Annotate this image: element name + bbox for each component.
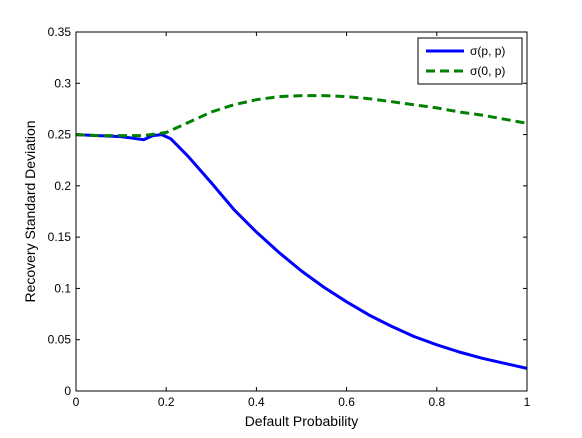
y-tick-label: 0.1	[54, 281, 71, 295]
x-tick-label: 0.2	[158, 395, 175, 409]
x-tick-label: 0	[73, 395, 80, 409]
plot-area-frame	[75, 31, 528, 392]
y-tick-label: 0.35	[48, 25, 72, 39]
y-tick-label: 0.2	[54, 179, 71, 193]
y-tick-label: 0	[64, 384, 71, 398]
y-tick-label: 0.25	[48, 128, 72, 142]
y-tick-label: 0.3	[54, 76, 71, 90]
series-lines	[75, 94, 528, 370]
y-tick-label: 0.05	[48, 333, 72, 347]
y-tick-label: 0.15	[48, 230, 72, 244]
x-tick-label: 0.8	[428, 395, 445, 409]
series-line-2	[75, 94, 528, 138]
x-axis-label: Default Probability	[245, 413, 359, 429]
legend: σ(p, p) σ(0, p)	[417, 37, 523, 85]
legend-box	[417, 37, 523, 85]
series-line-1	[75, 133, 528, 370]
legend-label-2: σ(0, p)	[470, 64, 505, 78]
x-tick-label: 1	[524, 395, 531, 409]
y-axis-label: Recovery Standard Deviation	[22, 120, 38, 302]
x-tick-label: 0.4	[248, 395, 265, 409]
x-tick-label: 0.6	[338, 395, 355, 409]
legend-label-1: σ(p, p)	[470, 44, 505, 58]
